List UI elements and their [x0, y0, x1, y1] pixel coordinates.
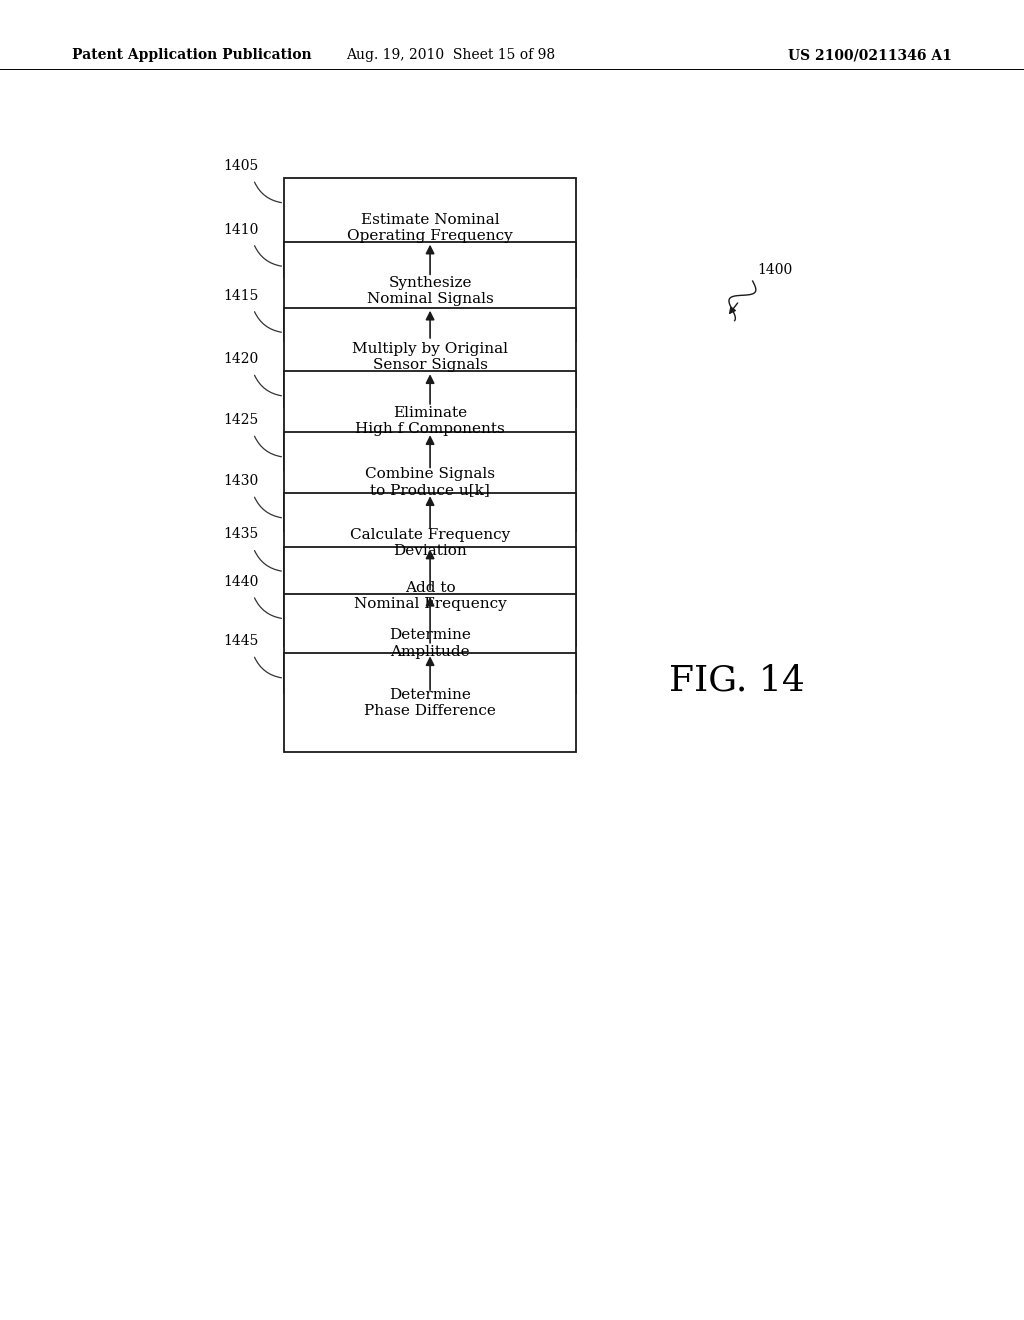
Bar — [284, 546, 575, 645]
Bar — [284, 178, 575, 277]
Text: 1425: 1425 — [223, 413, 258, 428]
Bar — [284, 594, 575, 693]
Text: 1445: 1445 — [223, 634, 258, 648]
Text: 1410: 1410 — [223, 223, 258, 236]
Text: 1400: 1400 — [758, 263, 793, 277]
Bar — [284, 242, 575, 341]
Text: Estimate Nominal
Operating Frequency: Estimate Nominal Operating Frequency — [347, 213, 513, 243]
Text: 1435: 1435 — [223, 528, 258, 541]
Text: Calculate Frequency
Deviation: Calculate Frequency Deviation — [350, 528, 510, 558]
Bar — [284, 653, 575, 752]
Text: 1405: 1405 — [223, 158, 258, 173]
Text: Eliminate
High f Components: Eliminate High f Components — [355, 405, 505, 436]
Bar — [284, 494, 575, 593]
Text: 1430: 1430 — [223, 474, 258, 488]
Text: Synthesize
Nominal Signals: Synthesize Nominal Signals — [367, 276, 494, 306]
Text: US 2100/0211346 A1: US 2100/0211346 A1 — [788, 49, 952, 62]
Text: 1440: 1440 — [223, 574, 258, 589]
Bar — [284, 308, 575, 407]
Text: 1420: 1420 — [223, 352, 258, 366]
Text: FIG. 14: FIG. 14 — [670, 663, 805, 697]
Bar — [284, 433, 575, 532]
Text: Determine
Amplitude: Determine Amplitude — [389, 628, 471, 659]
Text: Multiply by Original
Sensor Signals: Multiply by Original Sensor Signals — [352, 342, 508, 372]
Text: Combine Signals
to Produce u[k]: Combine Signals to Produce u[k] — [366, 467, 495, 496]
Text: Determine
Phase Difference: Determine Phase Difference — [365, 688, 496, 718]
Text: Add to
Nominal Frequency: Add to Nominal Frequency — [353, 581, 507, 611]
Text: 1415: 1415 — [223, 289, 258, 302]
Text: Aug. 19, 2010  Sheet 15 of 98: Aug. 19, 2010 Sheet 15 of 98 — [346, 49, 555, 62]
Text: Patent Application Publication: Patent Application Publication — [72, 49, 311, 62]
Bar — [284, 371, 575, 470]
